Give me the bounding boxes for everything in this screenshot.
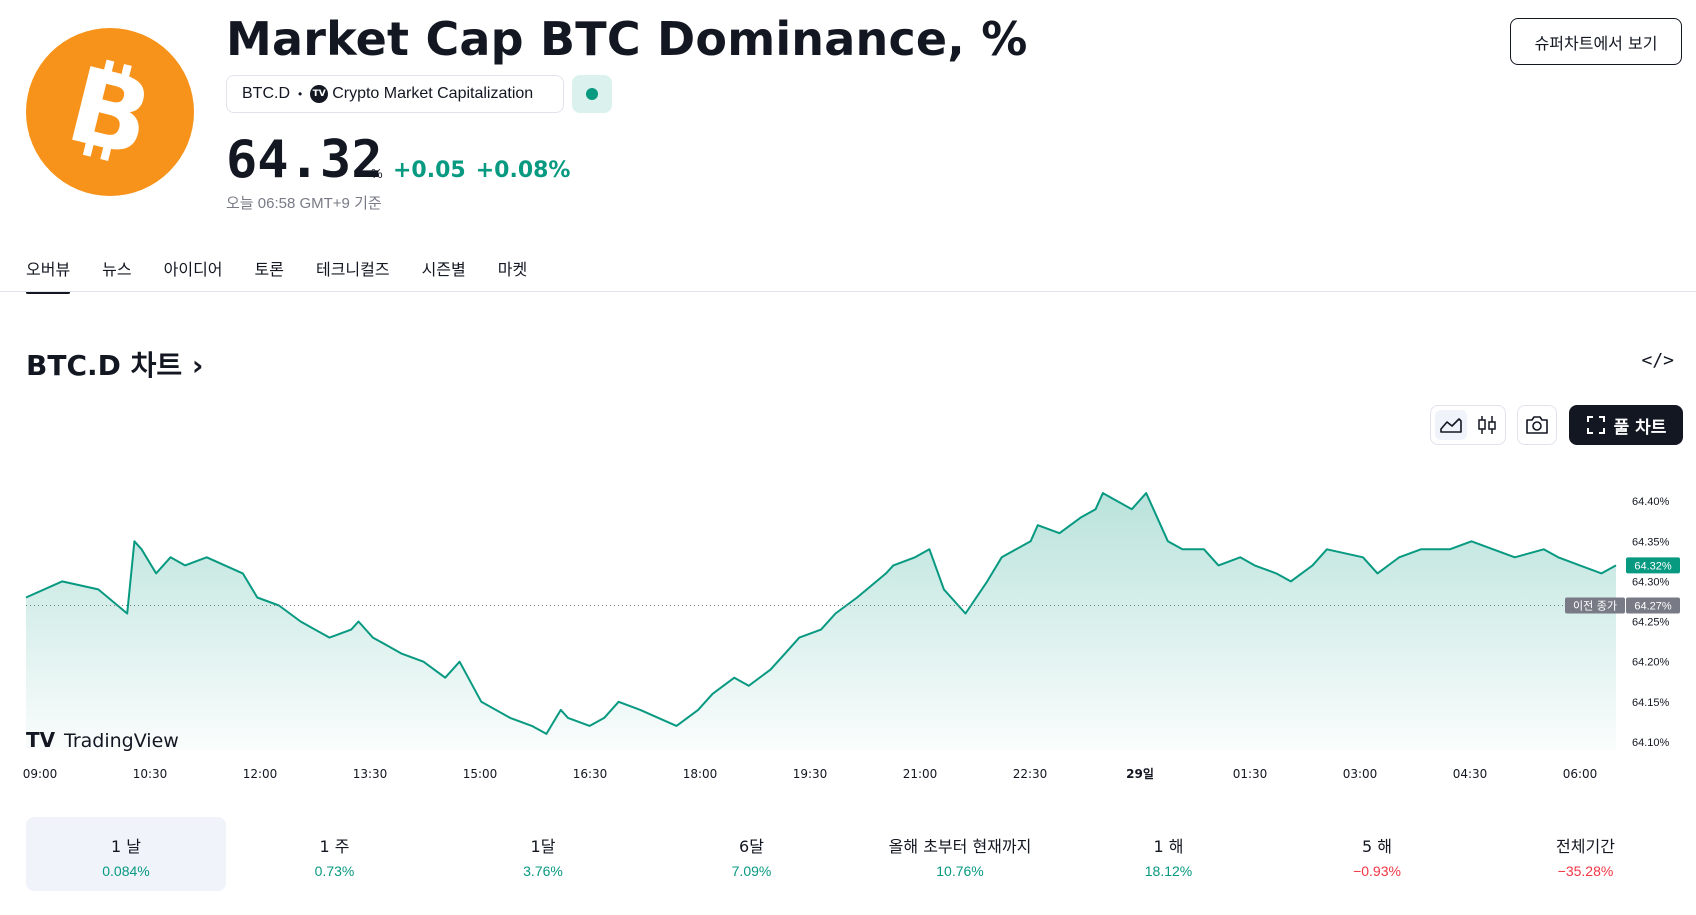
x-tick-label: 13:30: [353, 767, 388, 781]
prev-close-tag: [1565, 597, 1625, 614]
tab-6[interactable]: 마켓: [497, 260, 528, 279]
area-chart-icon: [1440, 418, 1462, 433]
series-line: [25, 492, 1617, 735]
full-chart-label: 풀 차트: [1613, 417, 1667, 438]
performance-item[interactable]: 6달 7.09%: [652, 817, 852, 891]
tab-divider: [0, 291, 1696, 292]
x-tick-label: 09:00: [23, 767, 58, 781]
performance-bar: 1 날 0.084% 1 주 0.73% 1달 3.76% 6달 7.09% 올해 초부터 현재…: [26, 817, 1686, 891]
change-percent: +0.08%: [475, 158, 571, 183]
performance-period-label: 1 해: [1153, 837, 1184, 856]
performance-value: 10.76%: [936, 863, 984, 879]
x-tick-label: 10:30: [133, 767, 168, 781]
prev-close-label: 이전 종가: [1573, 599, 1617, 612]
performance-period-label: 전체기간: [1556, 837, 1615, 856]
exchange-name: Crypto Market Capitalization: [332, 85, 534, 102]
x-tick-label: 18:00: [683, 767, 718, 781]
y-tick-label: 64.10%: [1632, 737, 1670, 749]
fullscreen-icon: [1586, 416, 1605, 434]
performance-period-label: 올해 초부터 현재까지: [888, 837, 1032, 856]
x-tick-label: 04:30: [1453, 767, 1488, 781]
performance-item[interactable]: 전체기간 −35.28%: [1486, 817, 1686, 891]
performance-item[interactable]: 1 주 0.73%: [235, 817, 435, 891]
y-tick-label: 64.25%: [1632, 617, 1670, 629]
performance-item[interactable]: 올해 초부터 현재까지 10.76%: [860, 817, 1060, 891]
tab-4[interactable]: 테크니컬즈: [315, 260, 390, 279]
candles-button[interactable]: [1471, 410, 1503, 440]
price-unit: %: [371, 166, 383, 181]
area-fill: [26, 493, 1616, 750]
x-tick-label: 15:00: [463, 767, 498, 781]
tab-2[interactable]: 아이디어: [163, 260, 223, 279]
current-price: 64.32: [226, 130, 383, 190]
performance-value: 3.76%: [523, 863, 563, 879]
performance-value: −0.93%: [1353, 863, 1401, 879]
last-price-label: 64.32%: [1634, 560, 1672, 572]
x-tick-label: 12:00: [243, 767, 278, 781]
tab-bar: 오버뷰 뉴스 아이디어 토론 테크니컬즈 시즌별 마켓: [26, 256, 559, 294]
x-tick-label: 06:00: [1563, 767, 1598, 781]
x-tick-label: 21:00: [903, 767, 938, 781]
candles-icon: [1478, 416, 1496, 434]
symbol-ticker: BTC.D: [242, 85, 290, 102]
tab-0[interactable]: 오버뷰: [26, 256, 71, 294]
camera-icon: [1526, 416, 1548, 434]
performance-value: 0.084%: [102, 863, 150, 879]
performance-value: 7.09%: [731, 863, 772, 879]
y-tick-label: 64.35%: [1632, 536, 1670, 548]
performance-item[interactable]: 5 해 −0.93%: [1277, 817, 1477, 891]
bitcoin-glyph-icon: B: [57, 43, 163, 181]
y-tick-label: 64.30%: [1632, 576, 1670, 588]
x-tick-label: 22:30: [1013, 767, 1048, 781]
separator-dot: •: [298, 87, 303, 101]
performance-period-label: 1 주: [319, 837, 350, 856]
embed-code-icon[interactable]: </>: [1641, 350, 1674, 371]
performance-period-label: 5 해: [1362, 837, 1392, 856]
symbol-info[interactable]: BTC.D • TV Crypto Market Capitalization: [226, 75, 564, 113]
tradingview-logo-icon: TV: [26, 728, 56, 752]
y-tick-label: 64.20%: [1632, 657, 1670, 669]
performance-period-label: 6달: [739, 837, 764, 856]
chart-style-toggle: [1430, 405, 1506, 445]
snapshot-button[interactable]: [1517, 405, 1557, 445]
x-tick-label: 01:30: [1233, 767, 1268, 781]
tradingview-badge-icon: TV: [310, 85, 329, 103]
view-in-supercharts-button[interactable]: 슈퍼차트에서 보기: [1510, 18, 1682, 65]
performance-value: 18.12%: [1144, 863, 1193, 879]
bitcoin-logo-icon: B: [26, 28, 194, 196]
performance-value: −35.28%: [1557, 863, 1614, 879]
x-tick-label: 29일: [1126, 767, 1154, 781]
tab-5[interactable]: 시즌별: [421, 260, 466, 279]
tab-3[interactable]: 토론: [254, 260, 284, 279]
price-change: +0.05 +0.08%: [393, 158, 570, 183]
x-tick-label: 16:30: [573, 767, 608, 781]
full-chart-button[interactable]: 풀 차트: [1569, 405, 1683, 445]
chart-title-text: BTC.D 차트: [26, 349, 183, 382]
performance-item[interactable]: 1 해 18.12%: [1069, 817, 1269, 891]
prev-close-value: 64.27%: [1634, 600, 1672, 612]
x-tick-label: 03:00: [1343, 767, 1378, 781]
change-absolute: +0.05: [393, 158, 466, 183]
performance-value: 0.73%: [314, 863, 355, 879]
market-status-badge[interactable]: [572, 75, 612, 113]
chevron-right-icon: ›: [182, 349, 204, 382]
performance-item[interactable]: 1달 3.76%: [443, 817, 643, 891]
tradingview-wordmark: TradingView: [63, 730, 179, 752]
prev-close-value-tag: [1626, 597, 1680, 614]
last-price-tag: [1626, 557, 1680, 574]
performance-period-label: 1달: [530, 837, 556, 856]
area-chart-button[interactable]: [1435, 410, 1467, 440]
tab-1[interactable]: 뉴스: [102, 260, 132, 279]
tradingview-watermark: TV TradingView: [26, 728, 179, 752]
x-tick-label: 19:30: [793, 767, 828, 781]
performance-item[interactable]: 1 날 0.084%: [26, 817, 226, 891]
status-dot-icon: [586, 88, 598, 100]
price-chart[interactable]: 이전 종가 64.27% 64.40% 64.35% 64.30% 64.25% 64.2…: [0, 455, 1696, 795]
performance-period-label: 1 날: [111, 837, 141, 856]
as-of-timestamp: 오늘 06:58 GMT+9 기준: [226, 195, 382, 212]
page-title: Market Cap BTC Dominance, %: [226, 12, 1028, 66]
y-tick-label: 64.15%: [1632, 697, 1670, 709]
y-tick-label: 64.40%: [1632, 496, 1670, 508]
chart-section-title[interactable]: BTC.D 차트 ›: [26, 344, 203, 384]
